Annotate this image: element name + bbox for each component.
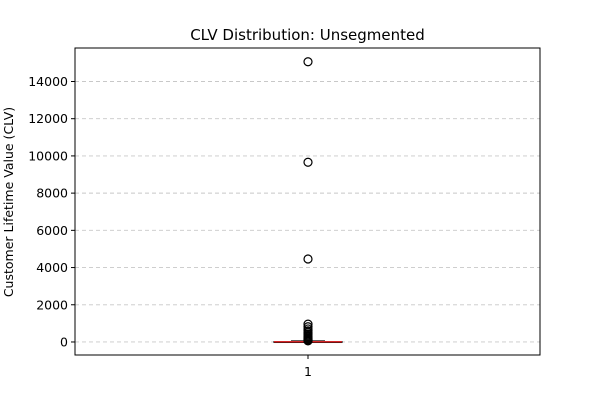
plot-frame xyxy=(74,47,541,356)
outlier-point xyxy=(303,336,313,346)
outlier-points xyxy=(303,57,313,346)
outlier-point xyxy=(303,157,313,167)
y-tick-label: 14000 xyxy=(28,74,68,89)
y-tick-label: 0 xyxy=(60,334,68,349)
y-axis-label: Customer Lifetime Value (CLV) xyxy=(1,107,16,297)
chart-title: CLV Distribution: Unsegmented xyxy=(190,26,425,44)
y-tick-label: 4000 xyxy=(36,260,68,275)
y-tick-label: 2000 xyxy=(36,297,68,312)
x-tick-label: 1 xyxy=(304,364,312,379)
grid-lines xyxy=(75,81,540,343)
axis-ticks: 0 2000 4000 6000 8000 10000 12000 14000 1 xyxy=(28,74,312,379)
y-tick-label: 8000 xyxy=(36,186,68,201)
y-tick-label: 10000 xyxy=(28,148,68,163)
y-tick-label: 6000 xyxy=(36,223,68,238)
outlier-point xyxy=(303,57,313,67)
y-tick-label: 12000 xyxy=(28,111,68,126)
outlier-point xyxy=(303,254,313,264)
